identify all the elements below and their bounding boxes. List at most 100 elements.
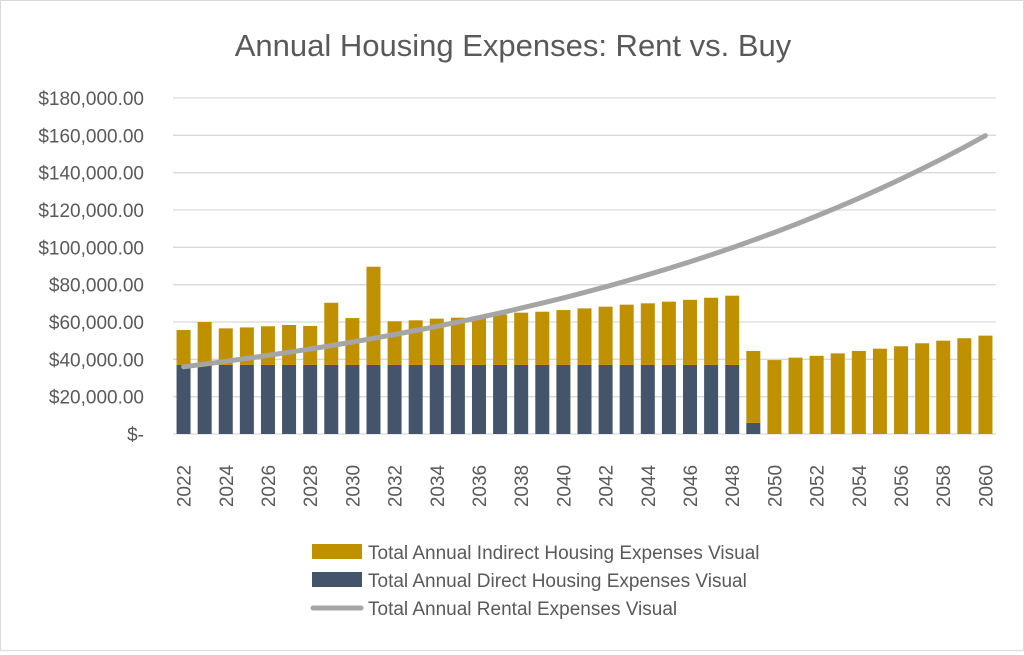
bar-indirect-2054 (851, 350, 866, 434)
x-tick-label: 2058 (934, 465, 955, 507)
legend-label: Total Annual Direct Housing Expenses Vis… (368, 571, 747, 592)
bar-indirect-2043 (619, 304, 634, 365)
x-axis: 2022 2024 2026 2028 2030 2032 2034 2036 2038 2040… (175, 464, 998, 507)
x-tick-label: 2030 (343, 465, 364, 507)
y-tick-label: $40,000.00 (49, 350, 144, 371)
y-tick-label: $- (127, 425, 144, 446)
bar-direct-2032 (387, 364, 402, 434)
x-tick-label: 2028 (301, 465, 322, 507)
x-tick-label: 2052 (808, 465, 829, 507)
bar-direct-2037 (493, 364, 508, 434)
bar-direct-2046 (683, 364, 698, 434)
bar-direct-2045 (661, 364, 676, 434)
legend-label: Total Annual Indirect Housing Expenses V… (368, 543, 760, 564)
bar-indirect-2044 (640, 303, 655, 365)
bar-direct-2042 (598, 364, 613, 434)
x-tick-label: 2032 (386, 465, 407, 507)
y-tick-label: $20,000.00 (49, 388, 144, 409)
bar-indirect-2047 (704, 297, 719, 365)
bar-indirect-2048 (725, 295, 740, 365)
bar-indirect-2026 (260, 326, 275, 365)
rental-line-path (181, 133, 988, 370)
bar-indirect-2059 (957, 338, 972, 434)
bar-direct-2025 (239, 364, 254, 434)
x-tick-label: 2036 (470, 465, 491, 507)
bar-direct-2030 (345, 364, 360, 434)
bar-indirect-2041 (577, 308, 592, 365)
bar-indirect-2042 (598, 306, 613, 365)
bar-indirect-2046 (683, 299, 698, 365)
bar-direct-2044 (640, 364, 655, 434)
y-tick-label: $80,000.00 (49, 276, 144, 297)
bar-direct-2023 (197, 364, 212, 434)
bar-indirect-2055 (872, 348, 887, 434)
bar-indirect-2036 (471, 316, 486, 365)
bar-indirect-2040 (556, 310, 571, 365)
x-tick-label: 2026 (259, 465, 280, 507)
bar-indirect-2038 (514, 312, 529, 365)
bar-indirect-2050 (767, 360, 782, 434)
rental-line (181, 133, 988, 370)
bar-direct-2043 (619, 364, 634, 434)
bar-indirect-2022 (176, 330, 191, 365)
bar-direct-2031 (366, 364, 381, 434)
bar-indirect-2028 (303, 325, 318, 365)
x-tick-label: 2054 (850, 464, 871, 507)
bar-direct-2027 (282, 364, 297, 434)
y-tick-label: $160,000.00 (38, 126, 144, 147)
y-tick-label: $60,000.00 (49, 313, 144, 334)
y-axis: $- $20,000.00 $40,000.00 $60,000.00 $80,000.… (38, 89, 144, 446)
bar-direct-2048 (725, 364, 740, 434)
x-tick-label: 2046 (681, 465, 702, 507)
bar-indirect-2051 (788, 357, 803, 434)
x-tick-label: 2056 (892, 465, 913, 507)
bar-indirect-2049 (746, 350, 761, 423)
y-tick-label: $120,000.00 (38, 201, 144, 222)
x-tick-label: 2024 (217, 464, 238, 507)
bar-indirect-2039 (535, 311, 550, 365)
bar-direct-2029 (324, 364, 339, 434)
bar-direct-2039 (535, 364, 550, 434)
legend: Total Annual Indirect Housing Expenses V… (310, 543, 760, 620)
x-tick-label: 2034 (428, 464, 449, 507)
bar-direct-2040 (556, 364, 571, 434)
x-tick-label: 2048 (723, 465, 744, 507)
bar-direct-2033 (408, 364, 423, 434)
bar-indirect-2057 (915, 343, 930, 434)
bar-indirect-2035 (450, 317, 465, 365)
bar-indirect-2060 (978, 335, 993, 434)
y-tick-label: $180,000.00 (38, 89, 144, 110)
bar-direct-2028 (303, 364, 318, 434)
bar-indirect-2034 (429, 318, 444, 365)
bar-indirect-2045 (661, 301, 676, 365)
bar-direct-2047 (704, 364, 719, 434)
bar-indirect-2027 (282, 324, 297, 365)
bar-direct-2036 (471, 364, 486, 434)
bar-indirect-2031 (366, 266, 381, 365)
bar-direct-2022 (176, 364, 191, 434)
bar-indirect-2024 (218, 328, 233, 365)
x-tick-label: 2042 (597, 465, 618, 507)
bar-indirect-2023 (197, 322, 212, 365)
bar-direct-2026 (260, 364, 275, 434)
x-tick-label: 2044 (639, 464, 660, 507)
x-tick-label: 2060 (976, 465, 997, 507)
bar-indirect-2032 (387, 321, 402, 365)
x-tick-label: 2040 (554, 465, 575, 507)
bar-direct-2024 (218, 364, 233, 434)
bar-indirect-2056 (894, 346, 909, 434)
legend-swatch (312, 544, 362, 559)
chart-title: Annual Housing Expenses: Rent vs. Buy (235, 28, 792, 63)
bar-direct-2034 (429, 364, 444, 434)
legend-swatch (312, 572, 362, 587)
bars (176, 266, 993, 434)
y-tick-label: $100,000.00 (38, 238, 144, 259)
bar-indirect-2058 (936, 340, 951, 434)
bar-indirect-2052 (809, 355, 824, 434)
y-tick-label: $140,000.00 (38, 164, 144, 185)
bar-direct-2035 (450, 364, 465, 434)
x-tick-label: 2038 (512, 465, 533, 507)
legend-label: Total Annual Rental Expenses Visual (368, 599, 677, 620)
